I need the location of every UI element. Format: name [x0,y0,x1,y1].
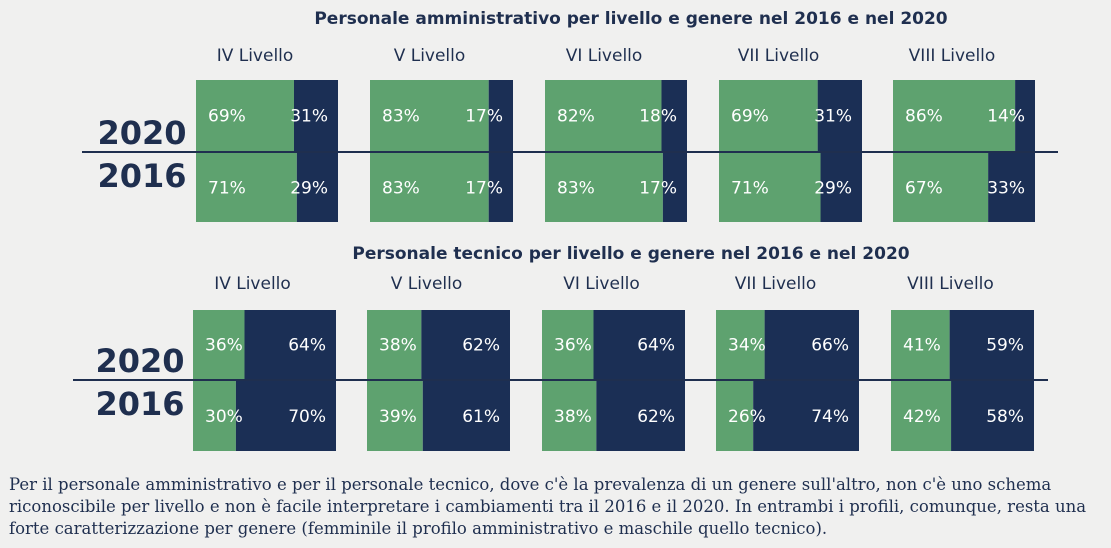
male-value-label: 17% [465,107,503,127]
female-bar [716,310,765,379]
female-bar [193,310,245,379]
female-bar [545,80,662,151]
female-value-label: 69% [208,107,246,127]
male-bar [422,381,510,451]
female-bar [891,310,950,379]
female-bar [196,80,294,151]
year-label-2016: 2016 [95,385,184,423]
male-value-label: 33% [987,179,1025,199]
female-value-label: 38% [379,336,417,356]
female-value-label: 83% [382,107,420,127]
female-bar [367,381,423,451]
female-value-label: 36% [205,336,243,356]
male-value-label: 59% [986,336,1024,356]
chart-stage: Personale amministrativo per livello e g… [73,9,1058,451]
level-label: VIII Livello [909,46,996,66]
male-value-label: 29% [814,179,852,199]
male-bar [988,153,1035,222]
male-bar [421,310,510,379]
male-bar [593,310,685,379]
male-value-label: 18% [639,107,677,127]
male-bar [820,153,862,222]
female-bar [367,310,422,379]
year-label-2020: 2020 [97,114,186,152]
year-label-2016: 2016 [97,157,186,195]
chart-title: Personale tecnico per livello e genere n… [352,244,909,264]
level-label: IV Livello [214,274,291,294]
male-value-label: 62% [462,336,500,356]
male-value-label: 17% [465,179,503,199]
chart-title: Personale amministrativo per livello e g… [314,9,947,29]
male-bar [662,153,687,222]
female-value-label: 67% [905,179,943,199]
male-value-label: 14% [987,107,1025,127]
female-bar [196,153,297,222]
male-value-label: 31% [814,107,852,127]
footnote: Per il personale amministrativo e per il… [9,475,1087,538]
male-value-label: 29% [290,179,328,199]
level-label: VI Livello [563,274,640,294]
female-bar [719,80,818,151]
male-bar [951,381,1034,451]
male-bar [764,310,859,379]
level-label: V Livello [391,274,463,294]
male-bar [244,310,336,379]
level-label: V Livello [394,46,466,66]
male-value-label: 62% [637,407,675,427]
female-value-label: 36% [554,336,592,356]
male-bar [296,153,338,222]
female-value-label: 82% [557,107,595,127]
female-bar [893,80,1016,151]
male-bar [596,381,685,451]
female-value-label: 71% [208,179,246,199]
level-label: VIII Livello [907,274,994,294]
male-value-label: 70% [288,407,326,427]
male-value-label: 74% [811,407,849,427]
male-value-label: 17% [639,179,677,199]
male-bar [753,381,859,451]
female-bar [716,381,754,451]
female-value-label: 30% [205,407,243,427]
female-value-label: 26% [728,407,766,427]
level-label: VI Livello [566,46,643,66]
male-value-label: 58% [986,407,1024,427]
female-bar [542,381,597,451]
male-bar [488,80,513,151]
male-bar [488,153,513,222]
level-label: VII Livello [735,274,817,294]
male-bar [817,80,862,151]
female-value-label: 42% [903,407,941,427]
male-bar [1015,80,1035,151]
female-bar [542,310,594,379]
female-bar [193,381,236,451]
female-value-label: 71% [731,179,769,199]
male-value-label: 64% [288,336,326,356]
male-bar [235,381,336,451]
male-bar [293,80,338,151]
female-value-label: 38% [554,407,592,427]
female-bar [891,381,952,451]
female-bar [370,80,489,151]
female-value-label: 83% [557,179,595,199]
female-bar [719,153,821,222]
male-value-label: 61% [462,407,500,427]
year-label-2020: 2020 [95,342,184,380]
male-value-label: 64% [637,336,675,356]
female-value-label: 83% [382,179,420,199]
male-value-label: 66% [811,336,849,356]
female-bar [545,153,663,222]
female-value-label: 41% [903,336,941,356]
female-value-label: 34% [728,336,766,356]
female-bar [370,153,489,222]
female-value-label: 86% [905,107,943,127]
male-bar [661,80,687,151]
female-value-label: 39% [379,407,417,427]
level-label: IV Livello [217,46,294,66]
male-bar [949,310,1034,379]
level-label: VII Livello [738,46,820,66]
female-value-label: 69% [731,107,769,127]
male-value-label: 31% [290,107,328,127]
female-bar [893,153,989,222]
